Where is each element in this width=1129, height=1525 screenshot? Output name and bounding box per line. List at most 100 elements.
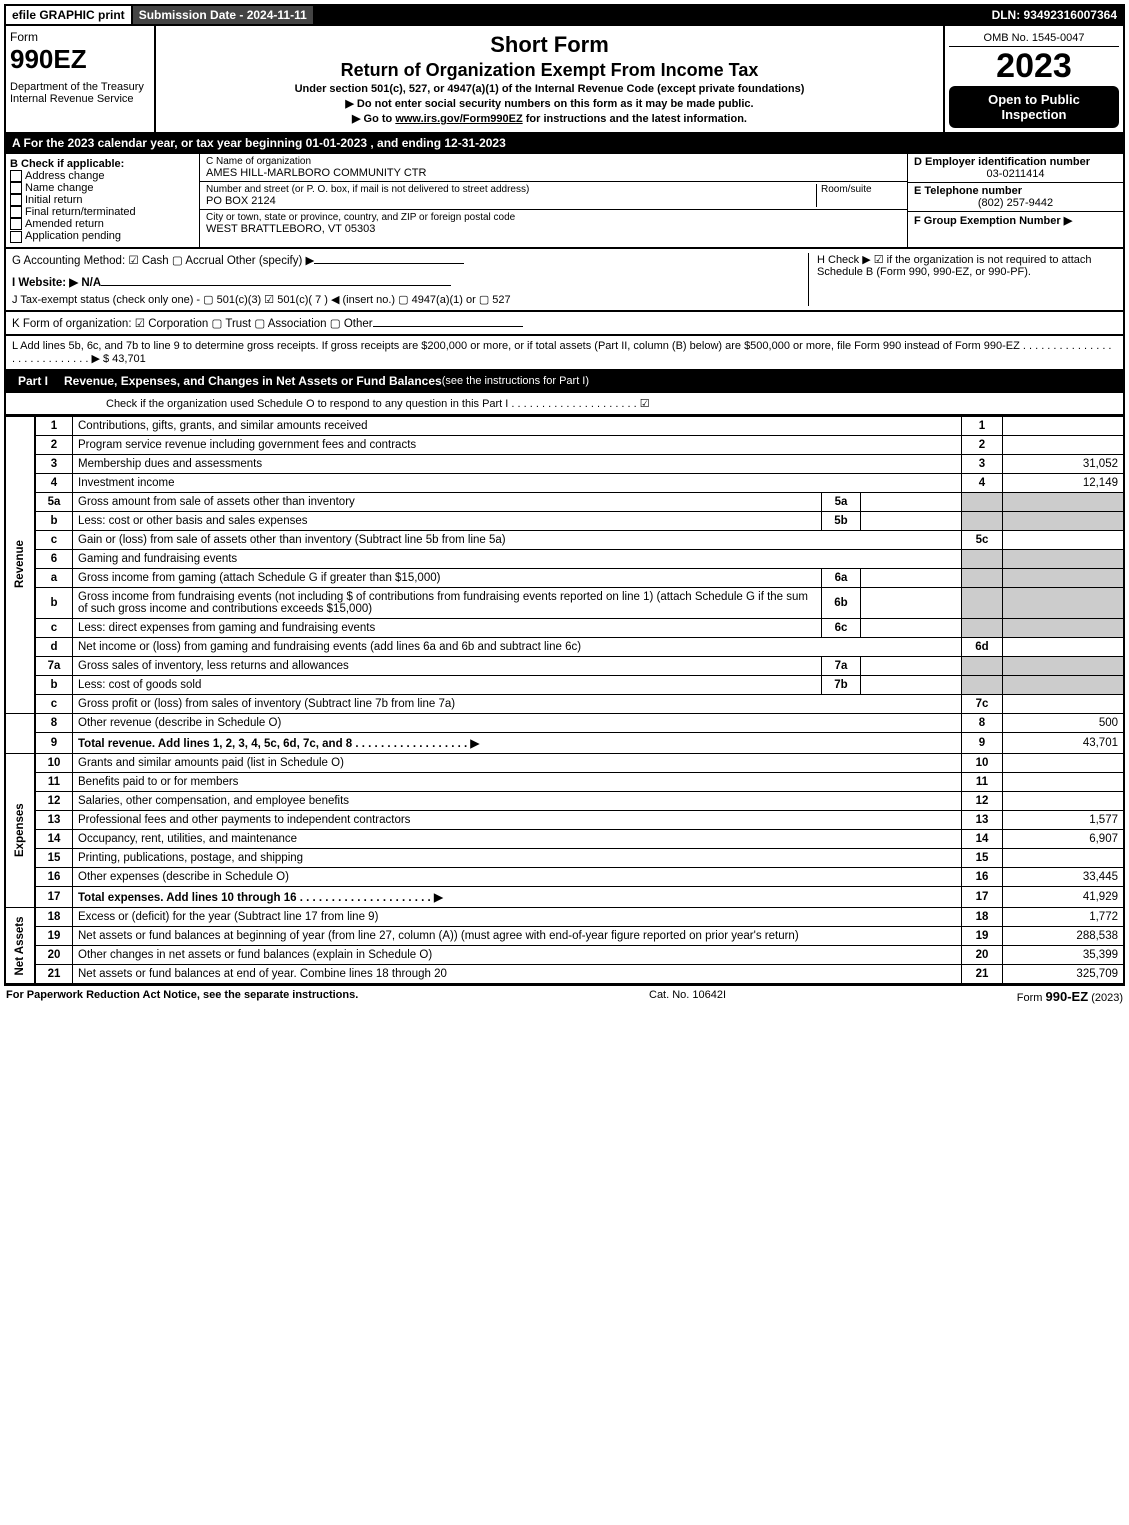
under-section: Under section 501(c), 527, or 4947(a)(1)… [160,83,939,95]
table-row: Expenses 10 Grants and similar amounts p… [5,753,1124,772]
table-row: c Gross profit or (loss) from sales of i… [5,694,1124,713]
table-row: 6 Gaming and fundraising events [5,549,1124,568]
main-title: Return of Organization Exempt From Incom… [160,60,939,81]
table-row: 17 Total expenses. Add lines 10 through … [5,886,1124,907]
arrow-line-2: ▶ Go to www.irs.gov/Form990EZ for instru… [160,112,939,125]
submission-date: Submission Date - 2024-11-11 [133,6,315,24]
table-row: b Less: cost of goods sold 7b [5,675,1124,694]
city-label: City or town, state or province, country… [206,212,901,223]
table-row: 9 Total revenue. Add lines 1, 2, 3, 4, 5… [5,732,1124,753]
revenue-tab: Revenue [5,416,35,713]
table-row: 12 Salaries, other compensation, and emp… [5,791,1124,810]
chk-name[interactable]: Name change [10,182,195,194]
omb-number: OMB No. 1545-0047 [949,30,1119,47]
header-mid: Short Form Return of Organization Exempt… [156,26,945,132]
table-row: 16 Other expenses (describe in Schedule … [5,867,1124,886]
table-row: 19 Net assets or fund balances at beginn… [5,926,1124,945]
dept-1: Department of the Treasury [10,81,150,93]
accounting-method: G Accounting Method: ☑ Cash ▢ Accrual Ot… [12,253,808,306]
open-to-public: Open to Public Inspection [949,86,1119,128]
group-exemption: F Group Exemption Number ▶ [908,212,1123,229]
irs-link[interactable]: www.irs.gov/Form990EZ [395,113,522,125]
website-field[interactable] [101,285,451,286]
form-number: 990EZ [10,44,150,75]
tax-exempt-row: J Tax-exempt status (check only one) - ▢… [12,293,808,306]
part1-checkline: Check if the organization used Schedule … [4,393,1125,416]
dept-2: Internal Revenue Service [10,93,150,105]
tel-value: (802) 257-9442 [914,197,1117,209]
efile-label: efile GRAPHIC print [6,6,133,24]
page-footer: For Paperwork Reduction Act Notice, see … [4,985,1125,1007]
part1-title: Revenue, Expenses, and Changes in Net As… [64,374,442,388]
form-header: Form 990EZ Department of the Treasury In… [4,26,1125,134]
header-right: OMB No. 1545-0047 2023 Open to Public In… [945,26,1123,132]
revenue-table: Revenue 1 Contributions, gifts, grants, … [4,416,1125,985]
other-org-field[interactable] [373,326,523,327]
table-row: 4 Investment income 4 12,149 [5,473,1124,492]
top-bar: efile GRAPHIC print Submission Date - 20… [4,4,1125,26]
ein-block: D Employer identification number 03-0211… [908,154,1123,183]
city-block: City or town, state or province, country… [200,210,907,237]
part1-header: Part I Revenue, Expenses, and Changes in… [4,371,1125,393]
room-label: Room/suite [821,184,901,195]
block-bcd: B Check if applicable: Address change Na… [4,154,1125,249]
table-row: 13 Professional fees and other payments … [5,810,1124,829]
table-row: Net Assets 18 Excess or (deficit) for th… [5,907,1124,926]
ein-label: D Employer identification number [914,156,1117,168]
table-row: 14 Occupancy, rent, utilities, and maint… [5,829,1124,848]
org-name-block: C Name of organization AMES HILL-MARLBOR… [200,154,907,182]
expenses-tab: Expenses [5,753,35,907]
table-row: b Less: cost or other basis and sales ex… [5,511,1124,530]
website-row: I Website: ▶ N/A [12,277,101,289]
table-row: b Gross income from fundraising events (… [5,587,1124,618]
city-value: WEST BRATTLEBORO, VT 05303 [206,223,901,235]
arrow2-pre: ▶ Go to [352,113,395,125]
table-row: 11 Benefits paid to or for members 11 [5,772,1124,791]
col-b: B Check if applicable: Address change Na… [6,154,200,247]
footer-left: For Paperwork Reduction Act Notice, see … [6,989,358,1004]
dln-label: DLN: 93492316007364 [986,6,1123,24]
chk-initial[interactable]: Initial return [10,194,195,206]
tel-label: E Telephone number [914,185,1117,197]
table-row: 15 Printing, publications, postage, and … [5,848,1124,867]
section-a: A For the 2023 calendar year, or tax yea… [4,134,1125,154]
org-name: AMES HILL-MARLBORO COMMUNITY CTR [206,167,901,179]
chk-pending[interactable]: Application pending [10,230,195,242]
row-gh: G Accounting Method: ☑ Cash ▢ Accrual Ot… [4,249,1125,312]
grp-label: F Group Exemption Number ▶ [914,215,1072,227]
short-form-title: Short Form [160,32,939,58]
street-label: Number and street (or P. O. box, if mail… [206,184,816,195]
ein-value: 03-0211414 [914,168,1117,180]
footer-mid: Cat. No. 10642I [649,989,726,1004]
form-word: Form [10,30,150,44]
part1-sub: (see the instructions for Part I) [442,375,589,387]
table-row: 20 Other changes in net assets or fund b… [5,945,1124,964]
col-d: D Employer identification number 03-0211… [908,154,1123,247]
org-name-label: C Name of organization [206,156,901,167]
table-row: 7a Gross sales of inventory, less return… [5,656,1124,675]
chk-final[interactable]: Final return/terminated [10,206,195,218]
arrow-line-1: ▶ Do not enter social security numbers o… [160,97,939,110]
table-row: d Net income or (loss) from gaming and f… [5,637,1124,656]
street-block: Number and street (or P. O. box, if mail… [200,182,907,210]
chk-amended[interactable]: Amended return [10,218,195,230]
table-row: a Gross income from gaming (attach Sched… [5,568,1124,587]
table-row: c Less: direct expenses from gaming and … [5,618,1124,637]
table-row: 5a Gross amount from sale of assets othe… [5,492,1124,511]
row-k: K Form of organization: ☑ Corporation ▢ … [4,312,1125,336]
col-c: C Name of organization AMES HILL-MARLBOR… [200,154,908,247]
table-row: 21 Net assets or fund balances at end of… [5,964,1124,984]
row-l: L Add lines 5b, 6c, and 7b to line 9 to … [4,336,1125,371]
footer-right: Form 990-EZ (2023) [1017,989,1123,1004]
col-b-header: B Check if applicable: [10,158,195,170]
arrow2-post: for instructions and the latest informat… [523,113,747,125]
header-left: Form 990EZ Department of the Treasury In… [6,26,156,132]
table-row: 3 Membership dues and assessments 3 31,0… [5,454,1124,473]
netassets-tab: Net Assets [5,907,35,984]
tel-block: E Telephone number (802) 257-9442 [908,183,1123,212]
table-row: 2 Program service revenue including gove… [5,435,1124,454]
tax-year: 2023 [949,47,1119,86]
other-specify-field[interactable] [314,263,464,264]
section-h: H Check ▶ ☑ if the organization is not r… [808,253,1117,306]
chk-address[interactable]: Address change [10,170,195,182]
